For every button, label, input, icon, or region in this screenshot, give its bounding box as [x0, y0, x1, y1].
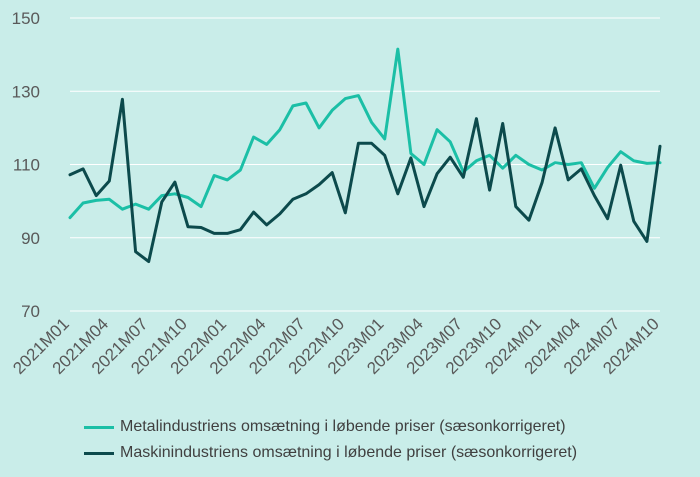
y-tick-label: 110 — [13, 156, 40, 175]
y-tick-label: 130 — [12, 82, 40, 101]
y-tick-label: 90 — [21, 229, 40, 248]
legend-swatch-metal — [84, 425, 114, 429]
x-axis-tick-labels: 2021M012021M042021M072021M102022M012022M… — [9, 314, 663, 378]
legend-label-metal: Metalindustriens omsætning i løbende pri… — [120, 418, 566, 435]
legend-item-metal: Metalindustriens omsætning i løbende pri… — [84, 414, 577, 440]
y-axis-tick-labels: 70 90 110 130 150 — [12, 9, 40, 321]
y-tick-label: 150 — [12, 9, 40, 28]
series-lines — [68, 47, 662, 264]
legend-label-maskin: Maskinindustriens omsætning i løbende pr… — [120, 444, 578, 461]
legend-swatch-maskin — [84, 451, 114, 455]
series-line-maskinindustri — [68, 97, 662, 264]
legend: Metalindustriens omsætning i løbende pri… — [84, 414, 577, 466]
y-tick-label: 70 — [21, 302, 40, 321]
series-line-metalindustri — [68, 47, 662, 220]
legend-item-maskin: Maskinindustriens omsætning i løbende pr… — [84, 440, 577, 466]
gridlines — [70, 17, 660, 312]
